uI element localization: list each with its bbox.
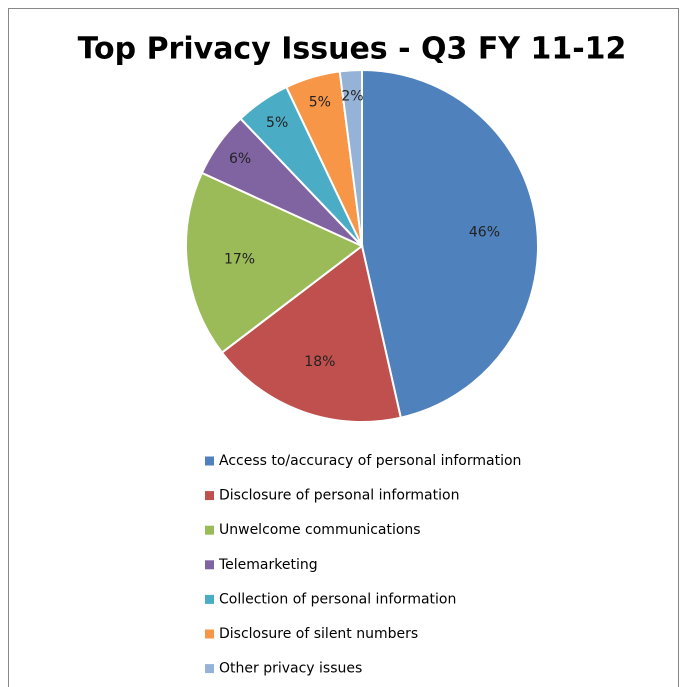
legend-marker (205, 664, 214, 674)
legend-label: Other privacy issues (219, 661, 362, 677)
data-label: 17% (224, 252, 255, 268)
legend-label: Telemarketing (218, 557, 318, 573)
legend-marker (205, 456, 214, 466)
data-label: 18% (304, 354, 335, 370)
pie-slice (220, 244, 402, 423)
legend-label: Collection of personal information (219, 591, 456, 607)
data-label: 6% (229, 151, 251, 167)
legend-marker (205, 491, 214, 501)
data-label: 46% (469, 224, 500, 240)
legend-label: Access to/accuracy of personal informati… (219, 453, 521, 469)
pie-slice (361, 68, 539, 419)
chart-border (8, 8, 679, 687)
legend-marker (205, 629, 214, 639)
legend-marker (205, 560, 214, 570)
legend-label: Disclosure of silent numbers (219, 626, 418, 642)
data-label: 2% (341, 89, 363, 105)
pie-slice (338, 68, 363, 247)
data-label: 5% (309, 94, 331, 110)
legend-label: Unwelcome communications (219, 522, 421, 538)
pie-slice (185, 171, 364, 354)
data-label: 5% (266, 115, 288, 131)
legend-marker (205, 525, 214, 535)
chart-title: Top Privacy Issues - Q3 FY 11-12 (78, 32, 627, 67)
legend-label: Disclosure of personal information (219, 488, 459, 504)
legend-marker (205, 594, 214, 604)
